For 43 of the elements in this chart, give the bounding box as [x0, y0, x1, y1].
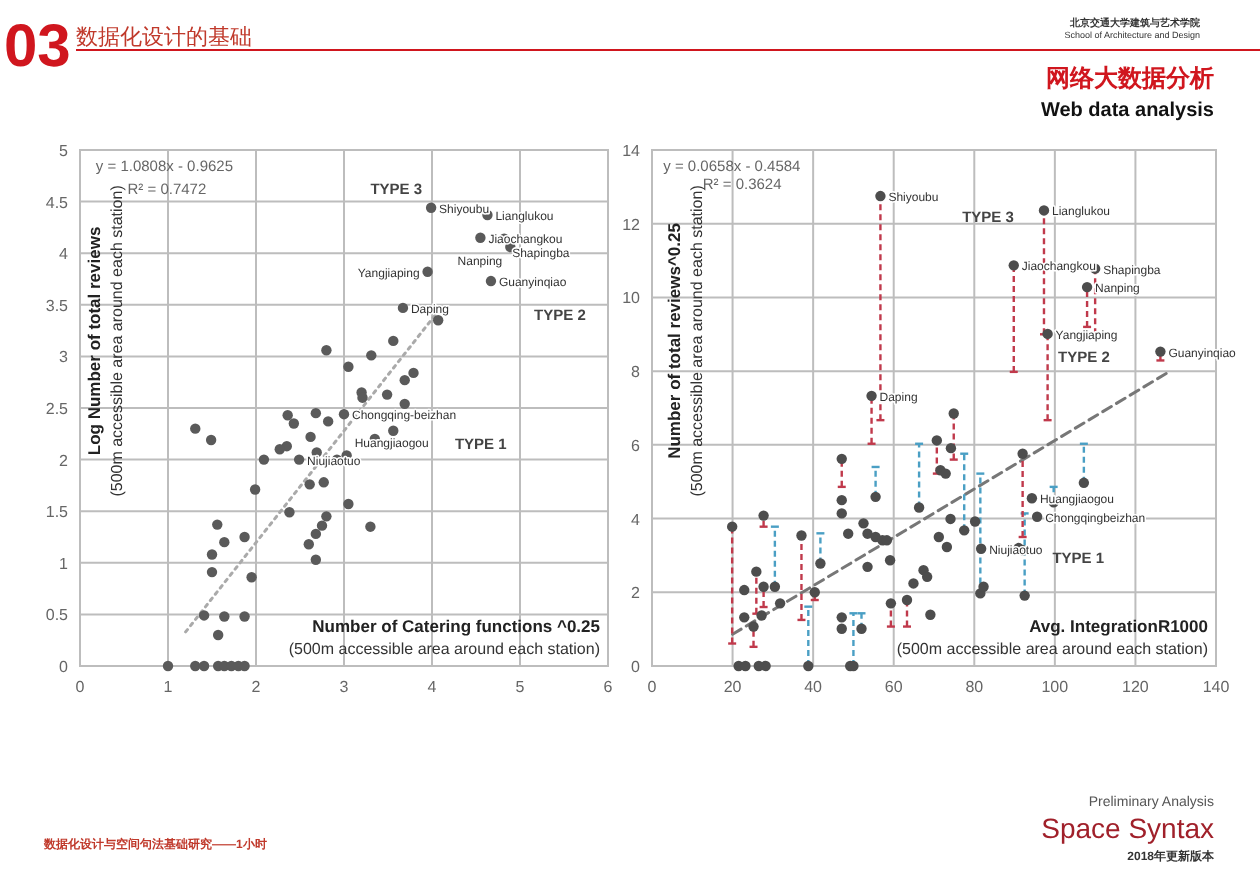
x-axis-title: Number of Catering functions ^0.25 (500m accessible area around each station) [288, 616, 601, 658]
y-tick-label: 0 [631, 658, 642, 676]
x-tick-label: 100 [1041, 678, 1070, 696]
x-tick-label: 0 [647, 678, 658, 696]
x-axis-title: Avg. IntegrationR1000 (500m accessible area around each station) [896, 616, 1209, 658]
y-tick-label: 2.5 [45, 400, 70, 418]
y-tick-label: 12 [622, 215, 642, 234]
y-tick-label: 4 [631, 510, 642, 529]
y-tick-label: 8 [631, 363, 642, 382]
y-tick-label: 4.5 [45, 193, 70, 212]
x-tick-label: 6 [603, 678, 614, 696]
y-tick-label: 1 [59, 554, 70, 573]
y-tick-label: 3.5 [45, 296, 70, 315]
y-tick-label: 2 [631, 584, 642, 603]
x-tick-label: 140 [1202, 678, 1231, 696]
y-tick-label: 6 [631, 436, 642, 455]
y-tick-label: 10 [622, 289, 642, 308]
text: 数据化设计的基础 [76, 24, 252, 50]
y-tick-label: 1.5 [45, 503, 70, 522]
x-tick-label: 20 [723, 678, 743, 696]
x-tick-label: 120 [1122, 678, 1150, 696]
x-tick-label: 1 [163, 678, 174, 696]
y-tick-label: 3 [59, 348, 70, 367]
x-tick-label: 4 [427, 678, 438, 696]
x-tick-label: 5 [515, 678, 526, 696]
x-tick-label: 2 [251, 678, 262, 696]
text: Space Syntax [1041, 812, 1214, 844]
y-tick-label: 0 [59, 658, 70, 676]
y-tick-label: 2 [59, 451, 70, 470]
y-tick-label: 0.5 [45, 606, 70, 625]
chart-title: 网络大数据分析 [1046, 64, 1214, 92]
x-tick-label: 40 [804, 678, 824, 696]
x-tick-label: 80 [965, 678, 985, 696]
x-tick-label: 3 [339, 678, 350, 696]
y-axis-title: Number of total reviews^0.25 (500m accessible area around each station) [664, 184, 706, 497]
y-tick-label: 14 [622, 142, 642, 160]
chart-subtitle: Web data analysis [1040, 100, 1215, 122]
y-axis-title: Log Number of total reviews (500m accessible area around each station) [84, 184, 126, 497]
y-tick-label: 4 [59, 245, 70, 264]
text: 03 [4, 14, 71, 80]
y-tick-label: 5 [59, 142, 70, 160]
x-tick-label: 60 [884, 678, 904, 696]
x-tick-label: 0 [75, 678, 86, 696]
